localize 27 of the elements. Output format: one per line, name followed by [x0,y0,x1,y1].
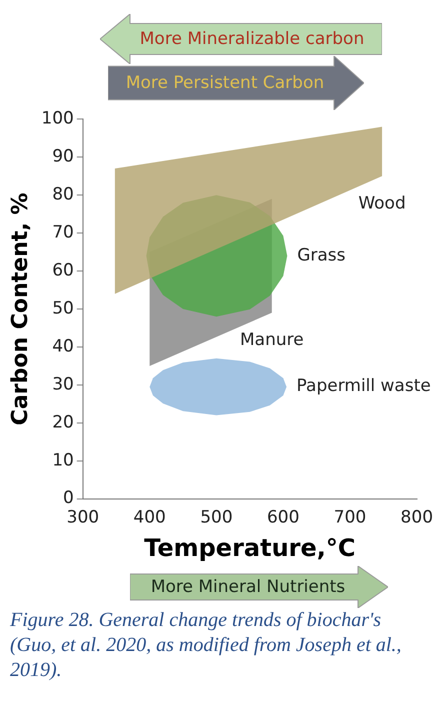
x-tick-label: 800 [400,507,434,528]
y-tick-label: 50 [52,298,74,318]
text: More Mineral Nutrients [150,576,346,599]
series-label: Manure [240,330,304,350]
text: More Mineralizable carbon [138,28,366,51]
x-tick-label: 400 [133,507,166,528]
y-tick-label: 90 [52,146,74,167]
x-axis-title: Temperature,°C [144,534,356,562]
y-tick-label: 100 [41,108,74,129]
series-label: Wood [358,194,406,214]
y-axis-title: Carbon Content, % [8,192,33,426]
y-tick-label: 10 [52,450,74,470]
caption: Figure 28. General change trends of biochar's (Guo, et al. 2020, as modified from Joseph et al., 2019). [10,608,402,683]
y-tick-label: 20 [52,412,74,432]
x-tick-label: 500 [200,507,233,528]
y-tick-label: 0 [63,488,74,508]
series-label: Grass [297,245,346,266]
x-tick-label: 300 [66,507,100,528]
y-tick-label: 40 [52,336,74,356]
x-tick-label: 600 [266,507,300,528]
series-label: Papermill waste [296,376,431,396]
x-tick-label: 700 [334,507,366,528]
y-tick-label: 60 [52,260,74,280]
y-tick-label: 30 [52,374,74,394]
text: More Persistent Carbon [124,72,326,95]
y-tick-label: 70 [52,222,74,242]
y-tick-label: 80 [52,184,74,205]
